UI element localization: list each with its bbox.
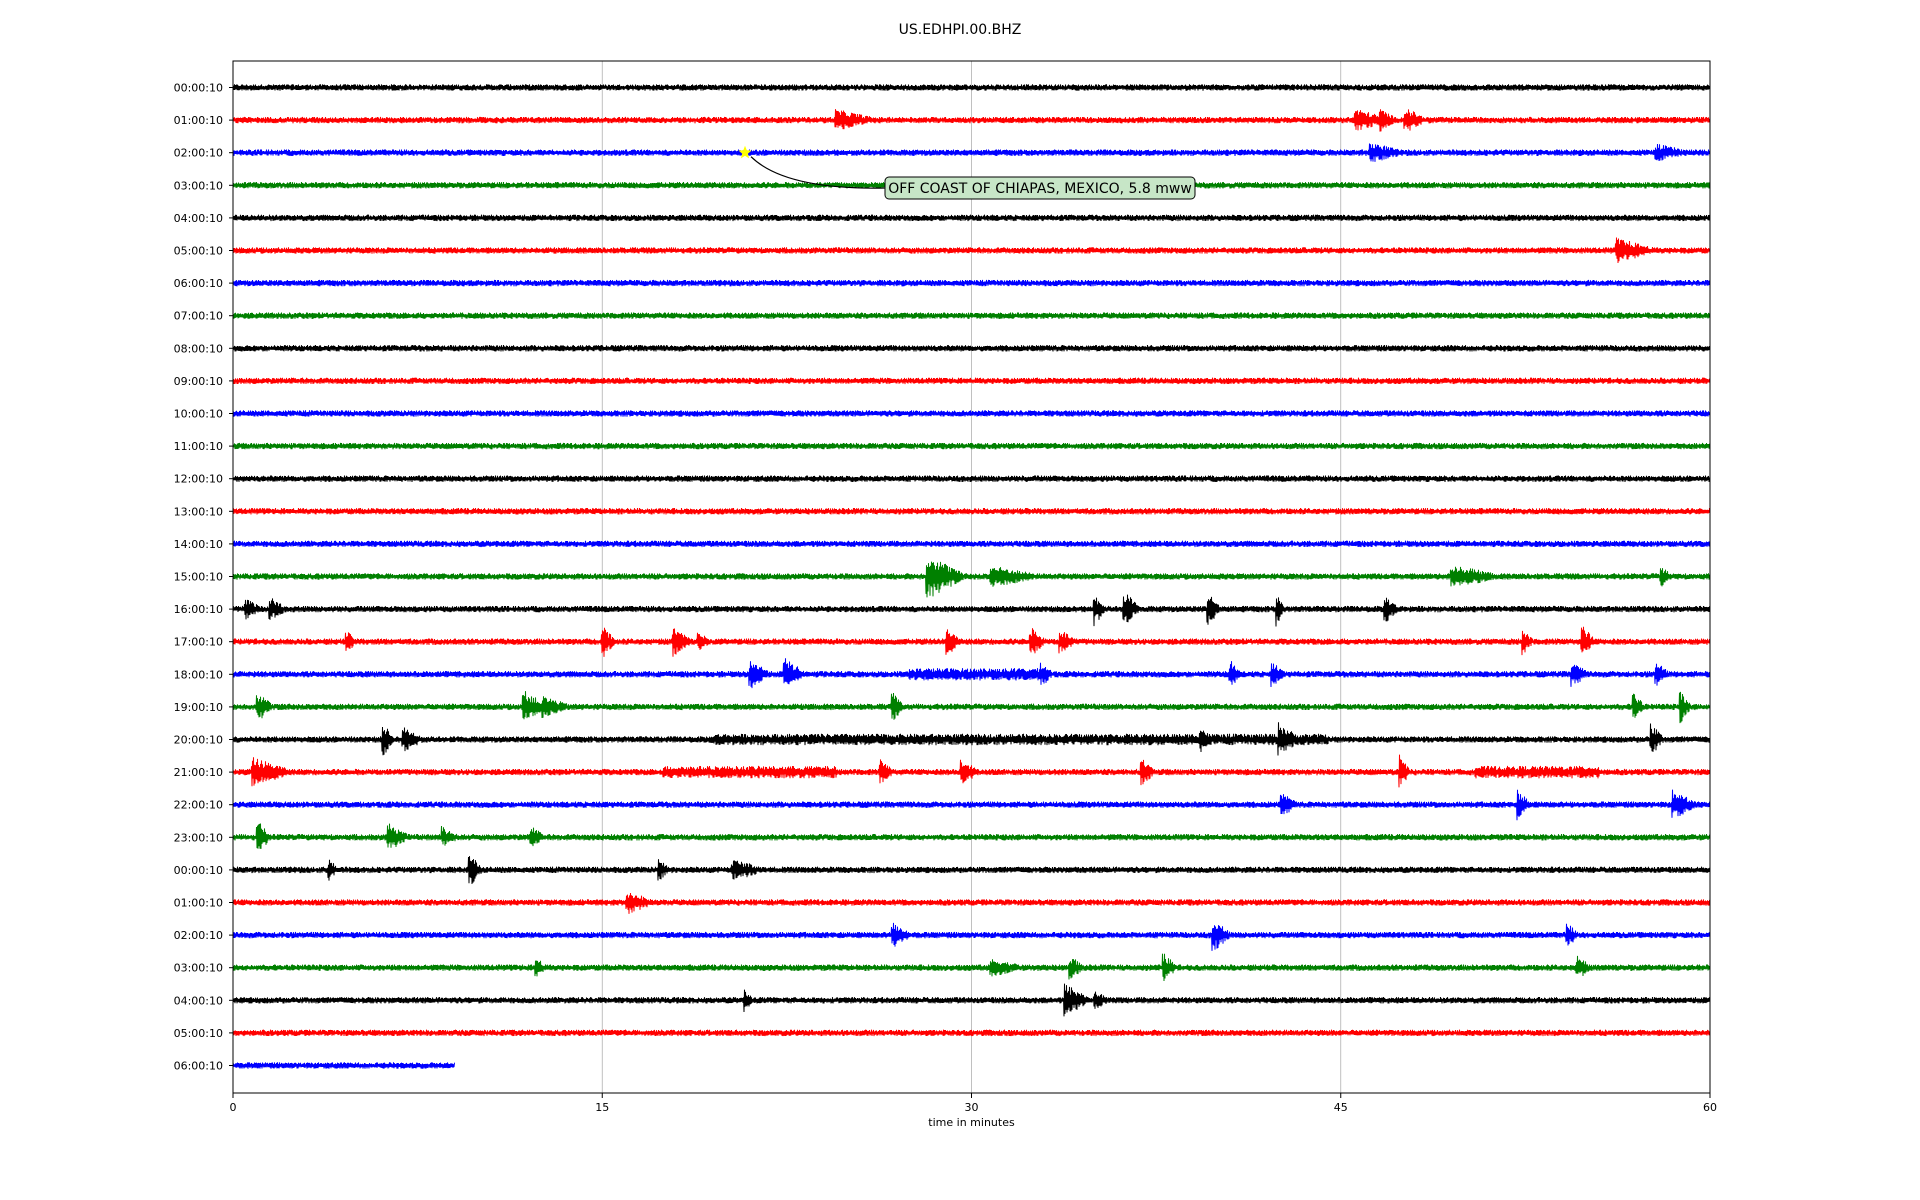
row-label-4: 04:00:10	[174, 212, 223, 225]
trace-row-16	[232, 594, 1711, 627]
row-label-6: 06:00:10	[174, 277, 223, 290]
trace-row-15	[232, 561, 1711, 598]
row-label-3: 03:00:10	[174, 179, 223, 192]
event-annotation: OFF COAST OF CHIAPAS, MEXICO, 5.8 mww	[738, 145, 1196, 200]
trace-row-24	[232, 856, 1711, 885]
row-label-8: 08:00:10	[174, 342, 223, 355]
trace-row-30	[232, 1062, 455, 1069]
trace-row-26	[232, 922, 1711, 951]
trace-row-17	[232, 626, 1711, 657]
trace-row-21	[232, 754, 1711, 788]
row-label-1: 01:00:10	[174, 114, 223, 127]
trace-row-18	[232, 658, 1711, 689]
row-label-11: 11:00:10	[174, 440, 223, 453]
x-tick-label-60: 60	[1703, 1101, 1717, 1114]
row-label-26: 02:00:10	[174, 929, 223, 942]
row-label-20: 20:00:10	[174, 734, 223, 747]
row-label-24: 00:00:10	[174, 864, 223, 877]
row-label-18: 18:00:10	[174, 668, 223, 681]
row-label-22: 22:00:10	[174, 799, 223, 812]
row-label-21: 21:00:10	[174, 766, 223, 779]
trace-row-22	[232, 789, 1711, 821]
event-star-marker	[738, 145, 752, 159]
trace-row-5	[232, 237, 1711, 264]
row-label-19: 19:00:10	[174, 701, 223, 714]
row-label-27: 03:00:10	[174, 962, 223, 975]
row-label-7: 07:00:10	[174, 310, 223, 323]
trace-row-20	[232, 722, 1711, 756]
x-axis-ticks: 0 15 30 45 60	[230, 1093, 1717, 1114]
seismogram-traces	[232, 84, 1711, 1069]
trace-row-14	[232, 540, 1711, 548]
row-label-23: 23:00:10	[174, 831, 223, 844]
x-tick-label-45: 45	[1334, 1101, 1348, 1114]
x-tick-label-30: 30	[965, 1101, 979, 1114]
trace-row-2	[232, 143, 1711, 162]
event-label-text: OFF COAST OF CHIAPAS, MEXICO, 5.8 mww	[888, 181, 1192, 197]
trace-row-4	[232, 214, 1711, 222]
trace-row-11	[232, 442, 1711, 450]
row-label-29: 05:00:10	[174, 1027, 223, 1040]
trace-row-29	[232, 1029, 1711, 1037]
trace-row-7	[232, 312, 1711, 319]
row-label-30: 06:00:10	[174, 1060, 223, 1073]
trace-row-27	[232, 953, 1711, 982]
trace-row-0	[232, 84, 1711, 91]
trace-row-8	[232, 345, 1711, 352]
chart-title: US.EDHPI.00.BHZ	[899, 22, 1022, 38]
row-label-13: 13:00:10	[174, 505, 223, 518]
row-label-12: 12:00:10	[174, 473, 223, 486]
x-tick-label-15: 15	[595, 1101, 609, 1114]
trace-row-10	[232, 410, 1711, 417]
trace-row-12	[232, 475, 1711, 482]
x-tick-label-0: 0	[230, 1101, 237, 1114]
event-arrow	[750, 156, 886, 189]
row-label-2: 02:00:10	[174, 147, 223, 160]
trace-row-28	[232, 983, 1711, 1017]
row-label-16: 16:00:10	[174, 603, 223, 616]
row-label-10: 10:00:10	[174, 408, 223, 421]
trace-row-6	[232, 279, 1711, 287]
row-time-labels: 00:00:10 01:00:10 02:00:10 03:00:10 04:00:10…	[174, 82, 233, 1073]
trace-row-9	[232, 377, 1711, 385]
trace-row-1	[232, 109, 1711, 132]
row-label-28: 04:00:10	[174, 994, 223, 1007]
row-label-25: 01:00:10	[174, 897, 223, 910]
trace-row-13	[232, 508, 1711, 515]
row-label-5: 05:00:10	[174, 245, 223, 258]
trace-row-25	[232, 892, 1711, 914]
trace-row-19	[232, 691, 1711, 724]
row-label-17: 17:00:10	[174, 636, 223, 649]
row-label-15: 15:00:10	[174, 571, 223, 584]
x-axis-label: time in minutes	[928, 1116, 1015, 1129]
event-label-box	[884, 176, 1196, 200]
row-label-0: 00:00:10	[174, 82, 223, 95]
row-label-9: 09:00:10	[174, 375, 223, 388]
row-label-14: 14:00:10	[174, 538, 223, 551]
trace-row-23	[232, 823, 1711, 849]
